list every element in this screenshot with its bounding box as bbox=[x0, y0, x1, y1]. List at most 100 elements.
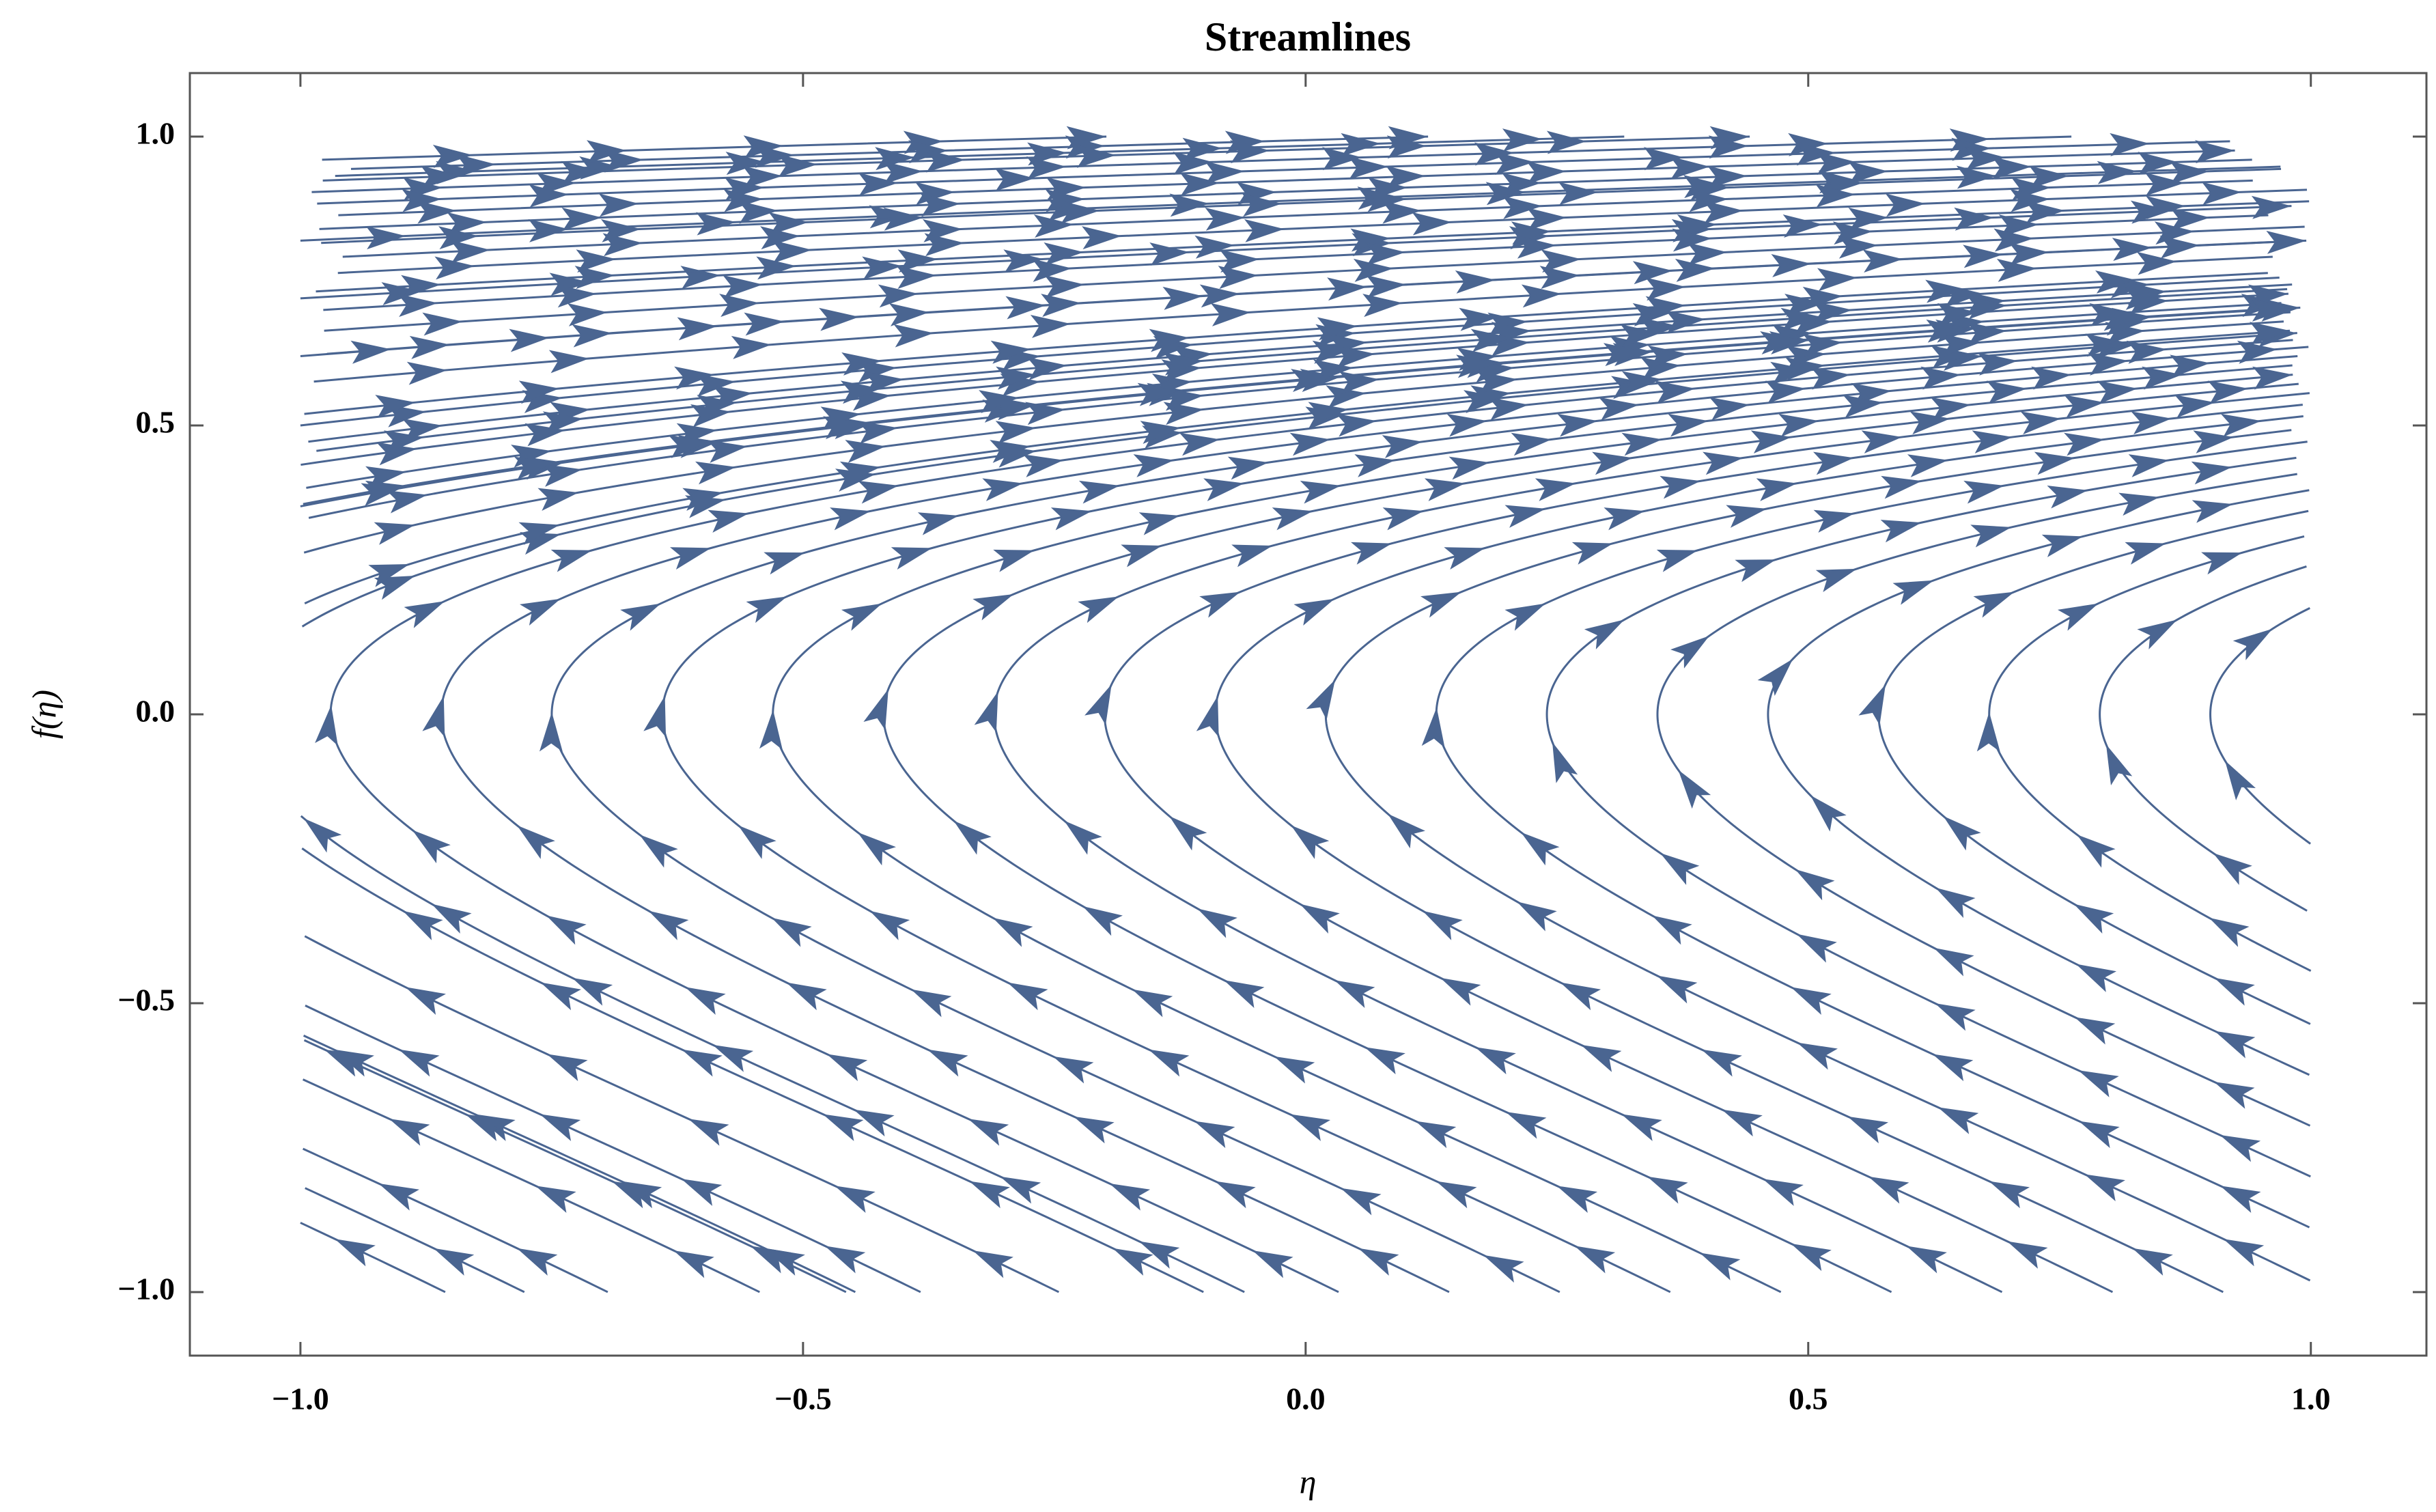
arrowhead bbox=[1791, 1244, 1832, 1271]
streamline bbox=[2211, 608, 2311, 843]
arrowhead bbox=[826, 1054, 867, 1081]
streamline bbox=[303, 1149, 608, 1292]
arrowhead bbox=[2215, 1031, 2256, 1059]
arrowhead bbox=[2077, 835, 2116, 867]
arrowhead bbox=[648, 911, 688, 940]
arrowhead bbox=[786, 983, 827, 1011]
streamline bbox=[2100, 566, 2307, 910]
arrowhead bbox=[1977, 712, 2000, 752]
arrowhead bbox=[1293, 599, 1334, 626]
streamline bbox=[305, 1005, 921, 1292]
arrowhead bbox=[1483, 1255, 1524, 1283]
arrowhead bbox=[1196, 696, 1219, 737]
arrowhead bbox=[1556, 1186, 1597, 1213]
arrowhead bbox=[1506, 1112, 1547, 1139]
arrowhead bbox=[403, 911, 443, 940]
arrowhead bbox=[1652, 915, 1692, 944]
arrowhead bbox=[2073, 904, 2114, 933]
arrowhead bbox=[1847, 1117, 1888, 1144]
arrowhead bbox=[1440, 978, 1481, 1006]
arrowhead bbox=[2220, 1186, 2261, 1213]
arrowhead bbox=[975, 691, 998, 732]
arrowhead bbox=[1797, 934, 1837, 962]
arrowhead bbox=[1795, 869, 1834, 901]
arrowhead bbox=[1053, 1056, 1094, 1084]
arrowhead bbox=[1504, 604, 1545, 631]
y-axis-label: f(η) bbox=[25, 690, 63, 739]
arrowhead bbox=[1341, 1188, 1382, 1216]
x-tick-label: −1.0 bbox=[272, 1382, 329, 1416]
streamline bbox=[302, 848, 1203, 1292]
arrowhead bbox=[1306, 680, 1335, 720]
arrowhead bbox=[540, 1114, 580, 1141]
streamline bbox=[441, 347, 2308, 1292]
arrowhead bbox=[1678, 770, 1711, 809]
arrowhead bbox=[1074, 1117, 1115, 1144]
arrowhead bbox=[1112, 1248, 1153, 1276]
arrowhead bbox=[1291, 825, 1329, 858]
arrowhead bbox=[315, 705, 338, 746]
arrowhead bbox=[863, 689, 888, 730]
arrowhead bbox=[1334, 980, 1375, 1008]
streamline bbox=[300, 1222, 445, 1292]
arrowhead bbox=[405, 987, 446, 1015]
arrowhead bbox=[2137, 619, 2177, 649]
arrowhead bbox=[434, 1248, 475, 1276]
arrowhead bbox=[759, 710, 783, 750]
arrowhead bbox=[1194, 1121, 1235, 1149]
arrowhead bbox=[825, 1246, 866, 1273]
x-axis-label: η bbox=[1300, 1462, 1317, 1500]
x-tick-label: 0.5 bbox=[1789, 1382, 1828, 1416]
arrowhead bbox=[1300, 904, 1340, 933]
arrowhead bbox=[2214, 978, 2255, 1006]
arrowhead bbox=[746, 596, 787, 623]
streamline bbox=[1104, 405, 2302, 1292]
arrowhead bbox=[972, 594, 1013, 620]
x-tick-label: 1.0 bbox=[2291, 1382, 2331, 1416]
arrowhead bbox=[620, 604, 661, 631]
arrowhead bbox=[1892, 580, 1933, 605]
arrowhead bbox=[1109, 1184, 1150, 1211]
arrowhead bbox=[682, 1179, 723, 1206]
chart-title: Streamlines bbox=[1205, 14, 1411, 59]
arrowhead bbox=[992, 918, 1033, 947]
arrowhead bbox=[1906, 1246, 1947, 1273]
arrowhead bbox=[639, 835, 678, 867]
arrowhead bbox=[2076, 964, 2116, 992]
x-tick-label: 0.0 bbox=[1286, 1382, 1326, 1416]
arrowhead bbox=[1358, 1248, 1399, 1276]
arrowhead bbox=[1621, 1114, 1662, 1141]
arrowhead bbox=[972, 1250, 1013, 1278]
arrowhead bbox=[399, 1050, 440, 1077]
arrowhead bbox=[968, 1119, 1009, 1146]
arrowhead bbox=[1252, 1250, 1293, 1278]
arrowhead bbox=[2214, 1082, 2255, 1109]
arrowhead bbox=[2220, 1135, 2260, 1162]
arrowhead bbox=[1701, 1050, 1742, 1077]
arrowhead bbox=[389, 1119, 430, 1146]
arrowhead bbox=[2209, 918, 2249, 947]
arrowhead bbox=[546, 915, 587, 944]
arrowhead bbox=[547, 1054, 588, 1081]
arrowhead bbox=[1420, 592, 1461, 618]
arrowhead bbox=[1007, 983, 1048, 1011]
arrowhead bbox=[1560, 983, 1601, 1011]
arrowhead bbox=[685, 987, 726, 1015]
arrowhead bbox=[1858, 684, 1886, 725]
arrowhead bbox=[643, 696, 666, 737]
arrowhead bbox=[1943, 816, 1980, 851]
arrowhead bbox=[953, 821, 992, 855]
arrowhead bbox=[1084, 684, 1112, 725]
arrowhead bbox=[911, 990, 952, 1018]
arrowhead bbox=[1289, 1114, 1330, 1141]
arrowhead bbox=[404, 601, 445, 628]
arrowhead bbox=[1475, 1047, 1516, 1074]
arrowhead bbox=[1422, 708, 1445, 748]
arrowhead bbox=[517, 825, 555, 858]
streamline bbox=[1989, 536, 2311, 970]
arrowhead bbox=[1791, 987, 1832, 1015]
arrowhead bbox=[540, 712, 563, 752]
arrowhead bbox=[2132, 1248, 2173, 1276]
arrowhead bbox=[1868, 1177, 1909, 1204]
arrowhead bbox=[2078, 1070, 2119, 1097]
